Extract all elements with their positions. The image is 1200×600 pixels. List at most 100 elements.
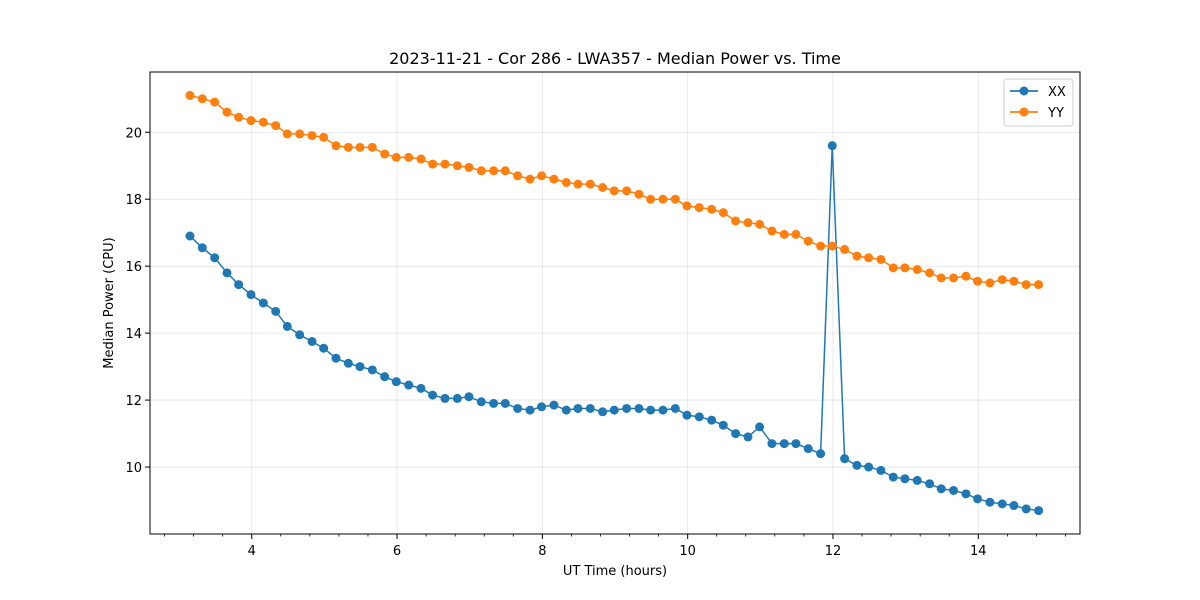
data-point-yy (743, 218, 753, 228)
data-point-yy (864, 253, 874, 263)
data-point-xx (731, 429, 741, 439)
data-point-yy (331, 141, 341, 151)
data-point-xx (827, 141, 837, 151)
data-point-yy (997, 275, 1007, 285)
data-point-yy (416, 154, 426, 164)
data-point-xx (598, 407, 608, 417)
data-point-xx (803, 444, 813, 454)
data-point-yy (827, 241, 837, 251)
data-point-yy (1021, 280, 1031, 290)
data-point-yy (185, 90, 195, 100)
data-point-xx (380, 372, 390, 382)
data-point-yy (634, 189, 644, 199)
data-point-xx (258, 298, 268, 308)
plot-frame (149, 71, 1081, 535)
data-point-yy (876, 254, 886, 264)
data-point-yy (355, 142, 365, 152)
data-point-xx (585, 403, 595, 413)
y-tick-label: 10 (125, 461, 142, 476)
grid (150, 72, 1080, 534)
data-point-xx (222, 268, 232, 278)
data-point-xx (925, 479, 935, 489)
data-point-xx (779, 439, 789, 449)
y-tick-label: 20 (125, 126, 142, 141)
data-point-yy (343, 142, 353, 152)
data-point-yy (609, 186, 619, 196)
data-point-yy (718, 208, 728, 218)
y-tick-label: 18 (125, 193, 142, 208)
data-point-yy (598, 183, 608, 192)
data-point-yy (561, 177, 571, 187)
data-point-xx (295, 330, 305, 340)
data-point-xx (767, 439, 777, 449)
x-tick-label: 14 (970, 544, 987, 559)
data-point-xx (367, 365, 377, 375)
data-point-yy (585, 179, 595, 189)
data-point-xx (416, 383, 426, 393)
data-point-yy (210, 97, 220, 107)
data-point-xx (682, 410, 692, 420)
data-point-xx (561, 405, 571, 415)
data-point-xx (489, 398, 499, 408)
data-point-yy (767, 226, 777, 236)
data-point-xx (646, 405, 656, 415)
legend: XX YY (1003, 78, 1074, 127)
data-point-yy (440, 159, 450, 169)
data-point-xx (912, 475, 922, 485)
data-point-yy (271, 121, 281, 131)
data-point-xx (476, 397, 486, 407)
data-point-yy (428, 159, 438, 169)
data-point-xx (440, 393, 450, 403)
data-point-yy (779, 229, 789, 239)
data-point-yy (900, 263, 910, 273)
y-axis-label: Median Power (CPU) (102, 237, 117, 368)
data-point-xx (537, 402, 547, 412)
data-point-yy (404, 152, 414, 162)
x-tick-label: 6 (393, 544, 401, 559)
data-point-yy (525, 174, 535, 184)
data-point-xx (718, 420, 728, 430)
data-point-xx (246, 290, 256, 300)
data-point-yy (755, 219, 765, 229)
data-point-xx (307, 337, 317, 346)
data-point-yy (816, 241, 826, 251)
data-point-yy (307, 131, 317, 141)
data-point-xx (549, 400, 559, 410)
data-point-xx (319, 343, 329, 353)
data-point-xx (404, 380, 414, 390)
data-point-yy (888, 263, 898, 273)
data-point-xx (864, 462, 874, 472)
data-point-yy (973, 276, 983, 286)
data-point-yy (500, 166, 510, 176)
data-point-yy (731, 216, 741, 226)
y-tick-label: 12 (125, 394, 142, 409)
data-point-yy (707, 204, 717, 214)
data-point-yy (852, 251, 862, 261)
data-point-yy (464, 162, 474, 172)
data-point-yy (513, 171, 523, 181)
data-point-xx (743, 432, 753, 442)
data-point-yy (694, 203, 704, 213)
chart-title: 2023-11-21 - Cor 286 - LWA357 - Median P… (389, 49, 841, 68)
y-tick-label: 14 (125, 327, 142, 342)
data-point-yy (489, 166, 499, 176)
data-point-yy (646, 194, 656, 204)
data-point-yy (961, 271, 971, 281)
data-point-xx (755, 422, 765, 432)
x-axis-label: UT Time (hours) (563, 564, 667, 579)
data-point-yy (537, 171, 547, 181)
legend-label-xx: XX (1048, 85, 1066, 100)
data-point-xx (997, 499, 1007, 509)
data-point-xx (634, 403, 644, 413)
data-point-yy (985, 278, 995, 288)
data-point-yy (936, 273, 946, 283)
data-point-yy (670, 194, 680, 204)
data-point-yy (380, 149, 390, 159)
data-point-xx (852, 460, 862, 470)
data-point-xx (234, 280, 244, 290)
data-point-xx (791, 439, 801, 449)
data-point-xx (355, 362, 365, 372)
data-point-yy (622, 186, 632, 196)
data-point-yy (573, 179, 583, 189)
data-point-xx (210, 253, 220, 263)
